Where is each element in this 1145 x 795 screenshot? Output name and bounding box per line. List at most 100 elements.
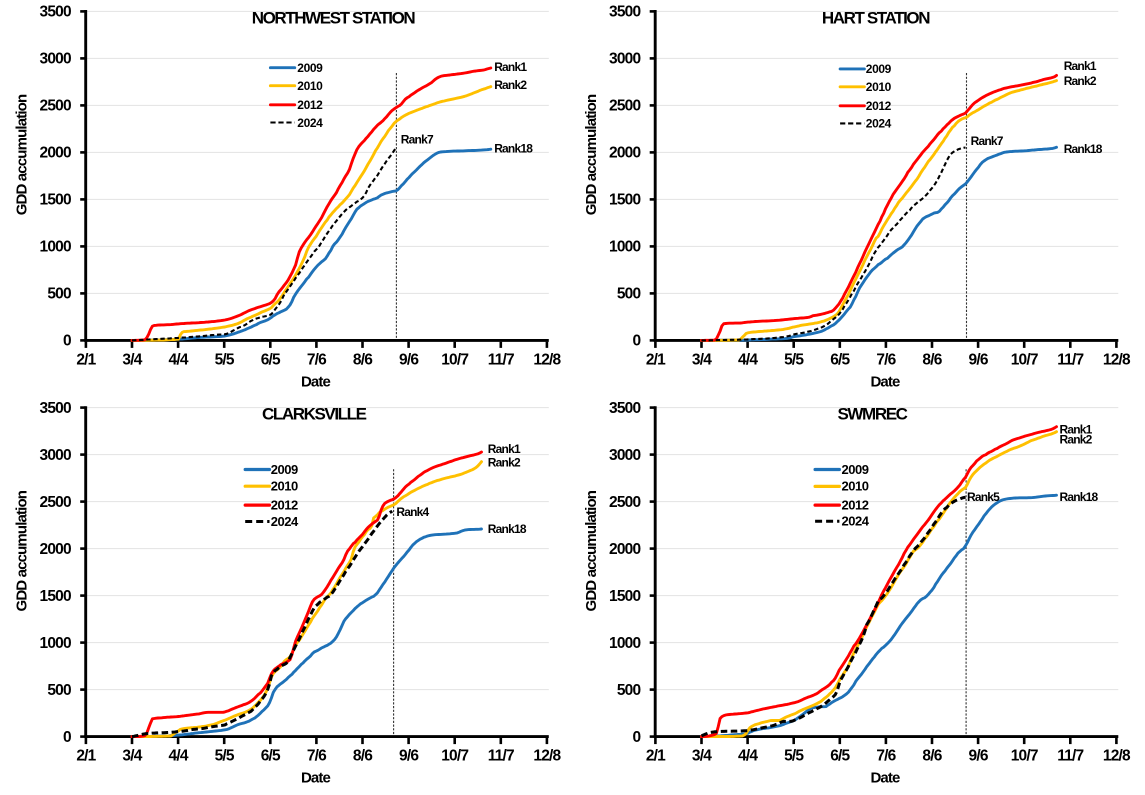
svg-text:3500: 3500 xyxy=(40,400,71,417)
svg-text:4/4: 4/4 xyxy=(738,748,758,765)
svg-text:500: 500 xyxy=(47,682,71,699)
svg-text:9/6: 9/6 xyxy=(399,748,419,765)
svg-text:8/6: 8/6 xyxy=(353,352,373,369)
svg-text:6/5: 6/5 xyxy=(830,748,850,765)
svg-text:4/4: 4/4 xyxy=(738,352,758,369)
svg-text:GDD accumulation: GDD accumulation xyxy=(583,94,600,215)
svg-text:10/7: 10/7 xyxy=(441,748,468,765)
svg-text:2/1: 2/1 xyxy=(646,352,666,369)
svg-text:8/6: 8/6 xyxy=(922,748,942,765)
svg-text:0: 0 xyxy=(63,729,71,746)
svg-text:11/7: 11/7 xyxy=(1057,748,1083,765)
svg-text:11/7: 11/7 xyxy=(488,748,514,765)
svg-text:2000: 2000 xyxy=(609,541,640,558)
svg-text:Rank1: Rank1 xyxy=(488,442,521,456)
svg-text:2000: 2000 xyxy=(40,145,71,162)
svg-text:6/5: 6/5 xyxy=(830,352,850,369)
svg-text:CLARKSVILLE: CLARKSVILLE xyxy=(262,405,367,424)
svg-text:500: 500 xyxy=(617,286,641,303)
svg-text:Rank1: Rank1 xyxy=(1060,423,1093,437)
svg-text:4/4: 4/4 xyxy=(169,352,189,369)
svg-text:500: 500 xyxy=(617,682,641,699)
svg-text:5/5: 5/5 xyxy=(215,352,235,369)
svg-text:0: 0 xyxy=(632,333,640,350)
svg-text:Rank7: Rank7 xyxy=(401,133,434,147)
svg-text:Rank2: Rank2 xyxy=(488,456,521,470)
svg-text:0: 0 xyxy=(63,333,71,350)
svg-text:10/7: 10/7 xyxy=(1011,352,1038,369)
svg-text:Rank18: Rank18 xyxy=(494,141,533,155)
svg-text:12/8: 12/8 xyxy=(1103,748,1131,765)
svg-text:12/8: 12/8 xyxy=(1103,352,1131,369)
svg-text:1000: 1000 xyxy=(609,635,640,652)
svg-text:2009: 2009 xyxy=(842,462,869,477)
svg-text:2024: 2024 xyxy=(842,514,870,529)
svg-text:7/6: 7/6 xyxy=(307,748,327,765)
svg-text:Rank5: Rank5 xyxy=(967,490,1000,504)
svg-text:1500: 1500 xyxy=(609,588,640,605)
svg-text:3000: 3000 xyxy=(40,51,71,68)
svg-text:HART STATION: HART STATION xyxy=(822,9,930,28)
svg-text:Rank7: Rank7 xyxy=(971,134,1004,148)
svg-text:2012: 2012 xyxy=(271,497,298,512)
svg-text:3000: 3000 xyxy=(40,447,71,464)
svg-text:1500: 1500 xyxy=(609,192,640,209)
svg-text:2012: 2012 xyxy=(297,98,323,112)
svg-text:NORTHWEST STATION: NORTHWEST STATION xyxy=(252,9,416,28)
svg-text:2012: 2012 xyxy=(842,497,869,512)
svg-text:2500: 2500 xyxy=(609,494,640,511)
svg-text:GDD accumulation: GDD accumulation xyxy=(583,490,600,611)
svg-text:3000: 3000 xyxy=(609,447,640,464)
svg-text:3/4: 3/4 xyxy=(692,352,712,369)
svg-text:Rank2: Rank2 xyxy=(494,78,527,92)
svg-text:3500: 3500 xyxy=(609,4,640,21)
svg-text:2010: 2010 xyxy=(866,80,892,94)
svg-text:3/4: 3/4 xyxy=(692,748,712,765)
svg-text:4/4: 4/4 xyxy=(169,748,189,765)
svg-text:1000: 1000 xyxy=(40,635,71,652)
svg-text:10/7: 10/7 xyxy=(1011,748,1038,765)
svg-text:Rank18: Rank18 xyxy=(1064,142,1103,156)
svg-text:Date: Date xyxy=(301,374,331,391)
svg-text:8/6: 8/6 xyxy=(353,748,373,765)
svg-text:2024: 2024 xyxy=(866,117,892,131)
svg-text:9/6: 9/6 xyxy=(969,352,989,369)
svg-text:1500: 1500 xyxy=(40,588,71,605)
svg-text:2500: 2500 xyxy=(40,98,71,115)
svg-text:2024: 2024 xyxy=(271,514,299,529)
svg-text:GDD accumulation: GDD accumulation xyxy=(14,94,31,215)
svg-text:10/7: 10/7 xyxy=(441,352,468,369)
svg-text:0: 0 xyxy=(632,729,640,746)
svg-text:Rank18: Rank18 xyxy=(1060,490,1099,504)
svg-text:3500: 3500 xyxy=(609,400,640,417)
svg-text:9/6: 9/6 xyxy=(969,748,989,765)
svg-text:11/7: 11/7 xyxy=(1057,352,1083,369)
svg-text:5/5: 5/5 xyxy=(215,748,235,765)
svg-text:5/5: 5/5 xyxy=(784,352,804,369)
svg-text:2012: 2012 xyxy=(866,99,892,113)
svg-text:GDD accumulation: GDD accumulation xyxy=(14,490,31,611)
svg-text:2024: 2024 xyxy=(297,116,323,130)
svg-text:Rank1: Rank1 xyxy=(494,60,527,74)
svg-text:2010: 2010 xyxy=(271,479,298,494)
svg-text:2009: 2009 xyxy=(271,462,298,477)
svg-text:Rank2: Rank2 xyxy=(1060,433,1093,447)
svg-text:Rank2: Rank2 xyxy=(1064,74,1097,88)
svg-text:1000: 1000 xyxy=(609,239,640,256)
svg-text:2010: 2010 xyxy=(842,479,869,494)
svg-text:3000: 3000 xyxy=(609,51,640,68)
svg-text:2009: 2009 xyxy=(297,61,323,75)
svg-text:5/5: 5/5 xyxy=(784,748,804,765)
svg-text:1500: 1500 xyxy=(40,192,71,209)
svg-text:2000: 2000 xyxy=(609,145,640,162)
svg-text:1000: 1000 xyxy=(40,239,71,256)
svg-text:500: 500 xyxy=(47,286,71,303)
svg-text:3500: 3500 xyxy=(40,4,71,21)
svg-text:6/5: 6/5 xyxy=(261,352,281,369)
svg-text:3/4: 3/4 xyxy=(122,352,142,369)
svg-text:8/6: 8/6 xyxy=(922,352,942,369)
svg-text:2/1: 2/1 xyxy=(76,352,96,369)
svg-text:7/6: 7/6 xyxy=(876,748,896,765)
svg-text:2/1: 2/1 xyxy=(646,748,666,765)
svg-text:12/8: 12/8 xyxy=(533,352,561,369)
